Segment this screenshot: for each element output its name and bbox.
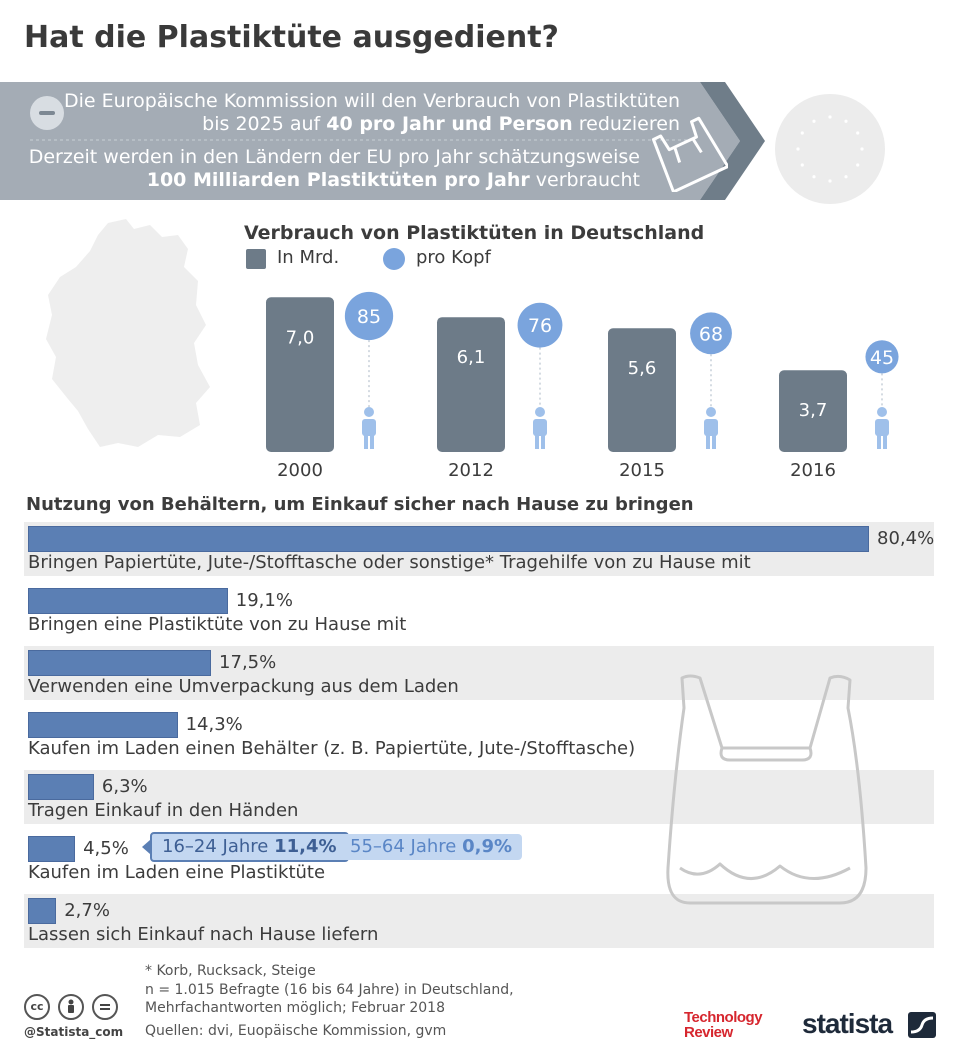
bar-mrd-2016 (779, 370, 847, 452)
chart2-bar (28, 588, 228, 614)
chart2-label: Lassen sich Einkauf nach Hause liefern (28, 924, 379, 945)
germany-map-icon (38, 215, 228, 459)
chart2-value: 2,7% (64, 900, 110, 921)
year-label-2012: 2012 (448, 460, 494, 481)
circle-kopf-label-2016: 45 (870, 347, 894, 369)
chart2-label: Kaufen im Laden eine Plastiktüte (28, 862, 326, 883)
chart2-value: 6,3% (101, 776, 148, 797)
chart2-title: Nutzung von Behältern, um Einkauf sicher… (26, 494, 694, 515)
banner-line-4: 100 Milliarden Plastiktüten pro Jahr ver… (146, 169, 640, 191)
bar-mrd-2012 (437, 317, 505, 452)
circle-kopf-label-2012: 76 (528, 315, 552, 337)
circle-kopf-2012 (517, 302, 563, 348)
banner-line-1: Die Europäische Kommission will den Verb… (63, 90, 680, 112)
chart2-value: 14,3% (185, 714, 243, 735)
chart2-bar (28, 650, 212, 676)
age-pill-16-24: 16–24 Jahre 11,4% (150, 832, 349, 862)
chart2-value: 4,5% (83, 838, 129, 859)
info-banner: Die Europäische Kommission will den Verb… (0, 82, 960, 204)
chart2-row (24, 522, 934, 576)
year-label-2016: 2016 (790, 460, 836, 481)
chart2-bar (28, 836, 76, 862)
circle-kopf-label-2000: 85 (357, 306, 381, 328)
statista-logo: statista (802, 1008, 936, 1039)
eu-flag-icon (775, 94, 885, 204)
by-icon[interactable] (58, 994, 84, 1020)
year-label-2000: 2000 (277, 460, 323, 481)
bar-mrd-label-2016: 3,7 (799, 400, 828, 421)
chart2-value: 80,4% (877, 528, 935, 549)
chart2-value: 19,1% (235, 590, 293, 611)
sources: Quellen: dvi, Euopäische Kommission, gvm (145, 1023, 447, 1039)
chart1-plot: 7,0 85 2000 6,1 76 2012 5,6 68 2015 3,7 45 2016 (266, 291, 899, 481)
year-label-2015: 2015 (619, 460, 665, 481)
bar-mrd-label-2012: 6,1 (457, 347, 486, 368)
chart2-label: Bringen eine Plastiktüte von zu Hause mi… (28, 614, 407, 635)
footnote-2: n = 1.015 Befragte (16 bis 64 Jahre) in … (145, 982, 514, 998)
bar-mrd-label-2000: 7,0 (286, 327, 315, 348)
cc-icon[interactable]: cc (24, 994, 50, 1020)
banner-line-3: Derzeit werden in den Ländern der EU pro… (28, 146, 640, 168)
legend-swatch-mrd (246, 249, 266, 269)
chart2-value: 17,5% (219, 652, 277, 673)
chart2-label: Tragen Einkauf in den Händen (28, 800, 299, 821)
statista-handle[interactable]: @Statista_com (24, 1025, 124, 1039)
large-plastic-bag-icon (660, 668, 880, 917)
chart2-label: Verwenden eine Umverpackung aus dem Lade… (28, 676, 459, 697)
plastic-bag-icon (648, 112, 730, 196)
footnote-1: * Korb, Rucksack, Steige (145, 963, 316, 979)
circle-kopf-2015 (690, 312, 732, 355)
chart2-bar (28, 712, 178, 738)
pill-arrow (142, 840, 150, 854)
legend-label-kopf: pro Kopf (416, 247, 491, 268)
legend-swatch-kopf (383, 248, 405, 270)
chart2-label: Kaufen im Laden einen Behälter (z. B. Pa… (28, 738, 636, 759)
nd-icon[interactable] (92, 994, 118, 1020)
statista-mark-icon (908, 1012, 936, 1038)
legend-label-mrd: In Mrd. (277, 247, 340, 268)
chart2-row (24, 584, 934, 638)
chart2-label: Bringen Papiertüte, Jute-/Stofftasche od… (28, 552, 751, 573)
chart1-title: Verbrauch von Plastiktüten in Deutschlan… (244, 222, 705, 244)
person-icon (875, 407, 889, 449)
banner-line-2: bis 2025 auf 40 pro Jahr und Person redu… (202, 113, 680, 135)
chart2-bar (28, 526, 869, 552)
circle-kopf-2016 (865, 340, 899, 374)
technology-review-logo: Technology Review (684, 1009, 763, 1041)
person-icon (362, 407, 376, 449)
bar-mrd-2000 (266, 297, 334, 452)
person-icon (533, 407, 547, 449)
person-icon (704, 407, 718, 449)
age-pill-55-64: 55–64 Jahre 0,9% (340, 834, 522, 860)
circle-kopf-2000 (344, 291, 394, 341)
chart2-bar (28, 898, 57, 924)
page-title: Hat die Plastiktüte ausgedient? (24, 20, 559, 55)
circle-kopf-label-2015: 68 (699, 323, 723, 345)
bar-mrd-label-2015: 5,6 (628, 358, 657, 379)
footnote-3: Mehrfachantworten möglich; Februar 2018 (145, 1000, 445, 1016)
bar-mrd-2015 (608, 328, 676, 452)
chart2-bar (28, 774, 94, 800)
minus-icon (30, 96, 64, 130)
